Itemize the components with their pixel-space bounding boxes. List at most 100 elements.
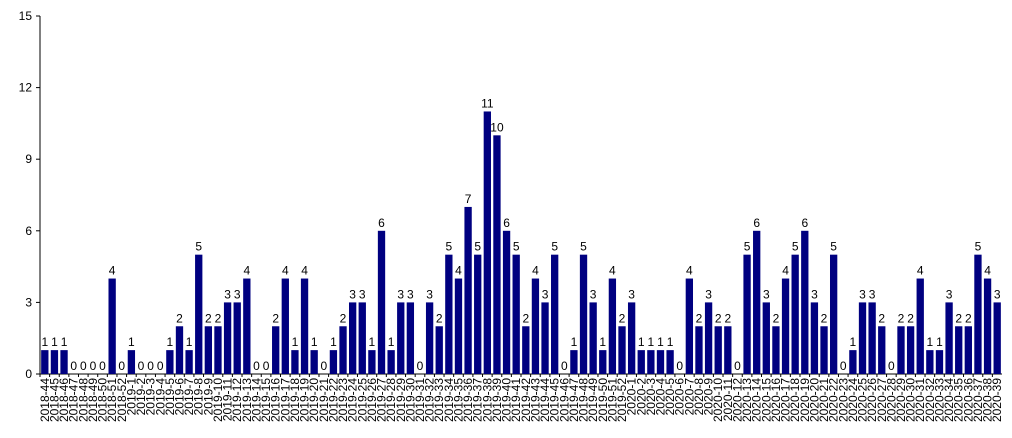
x-tick-label: 2020-39 (990, 378, 1004, 422)
bar (60, 350, 68, 374)
x-tick-label: 2020-22 (827, 378, 841, 422)
value-label: 3 (811, 287, 818, 301)
value-label: 2 (907, 311, 914, 325)
x-tick-label: 2020-15 (759, 378, 773, 422)
value-label: 2 (215, 311, 222, 325)
x-tick-label: 2019-30 (403, 378, 417, 422)
bar (541, 302, 549, 374)
bar (204, 326, 213, 374)
value-label: 5 (195, 240, 202, 254)
x-tick-label: 2020-26 (865, 378, 879, 422)
x-tick-label: 2019-35 (451, 378, 465, 422)
x-tick-label: 2020-11 (721, 378, 735, 421)
x-tick-label: 2019-15 (259, 378, 273, 422)
value-label: 4 (532, 264, 539, 278)
bar (579, 254, 588, 374)
x-tick-label: 2019-24 (346, 378, 360, 422)
x-tick-label: 2019-27 (375, 378, 389, 422)
value-label: 1 (648, 335, 655, 349)
bar (493, 135, 501, 374)
x-tick-label: 2019-12 (230, 378, 244, 422)
value-label: 4 (686, 264, 693, 278)
bar (329, 350, 338, 374)
x-tick-label: 2020-16 (769, 378, 783, 422)
bar (599, 350, 607, 374)
bar (166, 350, 174, 374)
bar (849, 350, 857, 374)
x-tick-label: 2019-8 (192, 378, 206, 416)
bar (964, 326, 972, 374)
bar (127, 350, 136, 374)
bar (704, 302, 713, 374)
x-tick-label: 2020-38 (981, 378, 995, 422)
bar (233, 302, 241, 374)
x-tick-label: 2019-2 (134, 378, 148, 416)
y-tick-label: 12 (19, 81, 33, 95)
value-label: 3 (869, 287, 876, 301)
value-label: 7 (465, 192, 472, 206)
value-label: 1 (850, 335, 857, 349)
bar (868, 302, 876, 374)
bar (195, 254, 203, 374)
bar (454, 278, 463, 374)
x-tick-label: 2019-51 (605, 378, 619, 422)
x-tick-label: 2019-7 (182, 378, 196, 416)
x-tick-label: 2020-35 (952, 378, 966, 422)
x-tick-label: 2020-18 (788, 378, 802, 422)
x-tick-label: 2019-9 (201, 378, 215, 416)
value-label: 3 (628, 287, 635, 301)
x-tick-label: 2020-7 (682, 378, 696, 416)
x-tick-label: 2020-31 (913, 378, 927, 422)
value-label: 5 (744, 240, 751, 254)
value-label: 1 (186, 335, 193, 349)
x-tick-label: 2019-26 (365, 378, 379, 422)
value-label: 3 (234, 287, 241, 301)
bar (310, 350, 318, 374)
x-tick-label: 2019-34 (442, 378, 456, 422)
x-tick-label: 2018-45 (47, 378, 61, 422)
value-label: 2 (340, 311, 347, 325)
x-tick-label: 2019-21 (317, 378, 331, 422)
x-tick-label: 2020-17 (779, 378, 793, 422)
value-label: 4 (301, 264, 308, 278)
x-tick-label: 2019-36 (461, 378, 475, 422)
value-label: 3 (859, 287, 866, 301)
value-label: 1 (128, 335, 135, 349)
y-tick-label: 15 (19, 9, 33, 23)
value-label: 1 (927, 335, 934, 349)
bar (50, 350, 59, 374)
x-tick-label: 2019-25 (355, 378, 369, 422)
bar (464, 206, 472, 374)
x-tick-label: 2019-43 (528, 378, 542, 422)
value-label: 3 (426, 287, 433, 301)
value-label: 3 (590, 287, 597, 301)
x-tick-label: 2020-6 (673, 378, 687, 416)
x-tick-label: 2019-10 (211, 378, 225, 422)
value-label: 1 (330, 335, 337, 349)
value-label: 2 (205, 311, 212, 325)
value-label: 1 (388, 335, 395, 349)
x-tick-label: 2019-42 (519, 378, 533, 422)
x-tick-label: 2019-5 (163, 378, 177, 416)
bar (300, 278, 309, 374)
x-tick-label: 2019-14 (249, 378, 263, 422)
bar (570, 350, 578, 374)
x-tick-label: 2019-38 (480, 378, 494, 422)
bar (551, 254, 559, 374)
x-tick-label: 2020-21 (817, 378, 831, 422)
bar (223, 302, 232, 374)
x-tick-label: 2018-52 (115, 378, 129, 422)
x-tick-label: 2018-51 (105, 378, 119, 422)
bar (445, 254, 453, 374)
x-tick-label: 2019-37 (471, 378, 485, 422)
value-label: 0 (888, 359, 895, 373)
value-label: 4 (917, 264, 924, 278)
value-label: 10 (490, 120, 504, 134)
bar (243, 278, 251, 374)
value-label: 0 (253, 359, 260, 373)
bar (878, 326, 886, 374)
value-label: 0 (157, 359, 164, 373)
x-tick-label: 2019-4 (153, 378, 167, 416)
value-label: 0 (70, 359, 77, 373)
